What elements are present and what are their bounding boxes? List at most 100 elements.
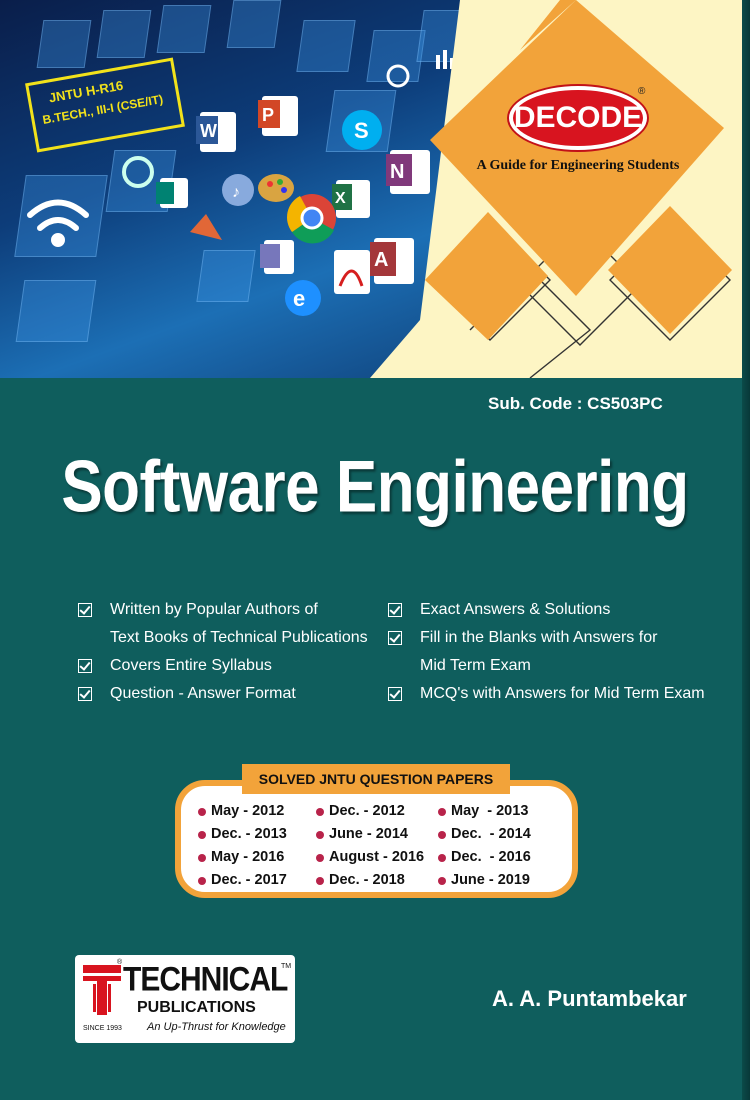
infopath-icon xyxy=(260,240,294,274)
decode-logo: DECODE xyxy=(509,86,647,150)
feature-item: MCQ's with Answers for Mid Term Exam xyxy=(388,680,705,708)
features-left: Written by Popular Authors of Text Books… xyxy=(78,596,368,708)
powerpoint-icon: P xyxy=(258,96,298,136)
orange-diamond xyxy=(608,206,732,334)
papers-row: Dec. - 2017 Dec. - 2018 June - 2019 xyxy=(198,869,568,892)
paper-item: Dec. - 2013 xyxy=(198,823,316,846)
paper-date: Dec. - 2016 xyxy=(451,849,531,865)
matlab-icon xyxy=(190,214,222,240)
paper-item: Dec. - 2017 xyxy=(198,869,316,892)
cover-banner: W P S N X A e ♪ xyxy=(0,0,750,378)
bullet-icon xyxy=(198,830,206,839)
paper-date: June - 2014 xyxy=(329,826,408,842)
decode-brand: DECODE ® A Guide for Engineering Student… xyxy=(468,86,688,174)
registered-mark: ® xyxy=(638,86,646,97)
feature-text: Covers Entire Syllabus xyxy=(110,657,272,674)
publisher-t-icon xyxy=(83,965,121,1015)
svg-text:S: S xyxy=(354,118,369,143)
paper-item: June - 2014 xyxy=(316,823,438,846)
solved-papers-title: SOLVED JNTU QUESTION PAPERS xyxy=(242,764,510,794)
cover-edge xyxy=(742,0,750,1100)
paper-item: Dec. - 2016 xyxy=(438,846,531,869)
camera-icon xyxy=(386,64,410,88)
refresh-icon xyxy=(122,156,154,188)
paper-date: May - 2013 xyxy=(451,803,529,819)
feature-item: Covers Entire Syllabus xyxy=(78,652,368,680)
word-icon: W xyxy=(196,112,236,152)
paper-date: Dec. - 2017 xyxy=(211,872,287,888)
paper-date: August - 2016 xyxy=(329,849,425,865)
paper-item: May - 2012 xyxy=(198,800,316,823)
paper-date: Dec. - 2013 xyxy=(211,826,287,842)
svg-text:A: A xyxy=(374,249,388,271)
feature-text-continued: Text Books of Technical Publications xyxy=(110,629,368,646)
sway-icon xyxy=(156,178,188,208)
paper-date: May - 2016 xyxy=(211,849,285,865)
chart-icon xyxy=(436,50,454,69)
publisher-subname: PUBLICATIONS xyxy=(137,999,256,1016)
paint-icon xyxy=(258,174,294,202)
checkbox-icon xyxy=(388,631,402,645)
feature-text: Written by Popular Authors of xyxy=(110,601,318,618)
bullet-icon xyxy=(316,830,324,839)
feature-text-continued: Mid Term Exam xyxy=(420,657,531,674)
bullet-icon xyxy=(438,807,446,816)
papers-row: May - 2016 August - 2016 Dec. - 2016 xyxy=(198,846,568,869)
skype-icon: S xyxy=(342,110,382,150)
paper-item: Dec. - 2018 xyxy=(316,869,438,892)
svg-text:e: e xyxy=(293,286,305,311)
feature-text: Fill in the Blanks with Answers for xyxy=(420,629,658,646)
feature-item: Written by Popular Authors of Text Books… xyxy=(78,596,368,652)
papers-row: May - 2012 Dec. - 2012 May - 2013 xyxy=(198,800,568,823)
checkbox-icon xyxy=(388,603,402,617)
subject-code: Sub. Code : CS503PC xyxy=(488,394,663,413)
feature-text: MCQ's with Answers for Mid Term Exam xyxy=(420,685,705,702)
paper-date: Dec. - 2018 xyxy=(329,872,405,888)
itunes-icon: ♪ xyxy=(222,174,254,206)
feature-item: Exact Answers & Solutions xyxy=(388,596,705,624)
publisher-since: SINCE 1993 xyxy=(83,1025,122,1032)
publisher-tagline: An Up-Thrust for Knowledge xyxy=(147,1021,286,1033)
paper-item: May - 2013 xyxy=(438,800,528,823)
publisher-logo: ® TECHNICAL TM PUBLICATIONS An Up-Thrust… xyxy=(75,955,295,1043)
excel-icon: X xyxy=(332,180,370,218)
bullet-icon xyxy=(438,853,446,862)
paper-date: Dec. - 2014 xyxy=(451,826,531,842)
bullet-icon xyxy=(316,853,324,862)
chrome-icon xyxy=(286,194,336,244)
checkbox-icon xyxy=(78,687,92,701)
papers-row: Dec. - 2013 June - 2014 Dec. - 2014 xyxy=(198,823,568,846)
ie-icon: e xyxy=(285,280,321,316)
wifi-icon xyxy=(27,199,89,247)
paper-date: May - 2012 xyxy=(211,803,285,819)
features-right: Exact Answers & Solutions Fill in the Bl… xyxy=(388,596,705,708)
svg-text:♪: ♪ xyxy=(232,184,240,201)
bullet-icon xyxy=(198,876,206,885)
paper-date: June - 2019 xyxy=(451,872,530,888)
publisher-name: TECHNICAL xyxy=(123,960,288,999)
bullet-icon xyxy=(438,830,446,839)
book-title: Software Engineering xyxy=(61,446,689,529)
bullet-icon xyxy=(316,807,324,816)
paper-item: Dec. - 2012 xyxy=(316,800,438,823)
checkbox-icon xyxy=(78,603,92,617)
feature-item: Question - Answer Format xyxy=(78,680,368,708)
svg-text:W: W xyxy=(200,121,217,141)
bullet-icon xyxy=(198,853,206,862)
paper-date: Dec. - 2012 xyxy=(329,803,405,819)
paper-item: June - 2019 xyxy=(438,869,530,892)
access-icon: A xyxy=(370,238,414,284)
paper-item: May - 2016 xyxy=(198,846,316,869)
paper-item: Dec. - 2014 xyxy=(438,823,531,846)
feature-text: Question - Answer Format xyxy=(110,685,296,702)
orange-diamond xyxy=(425,212,548,340)
solved-papers-list: May - 2012 Dec. - 2012 May - 2013 Dec. -… xyxy=(198,800,568,892)
svg-text:X: X xyxy=(335,190,346,207)
cover-graphics: W P S N X A e ♪ xyxy=(27,0,750,378)
onenote-icon: N xyxy=(386,150,430,194)
paper-item: August - 2016 xyxy=(316,846,438,869)
acrobat-icon xyxy=(334,250,370,294)
feature-text: Exact Answers & Solutions xyxy=(420,601,611,618)
solved-papers-panel xyxy=(175,780,578,898)
feature-item: Fill in the Blanks with Answers for Mid … xyxy=(388,624,705,680)
